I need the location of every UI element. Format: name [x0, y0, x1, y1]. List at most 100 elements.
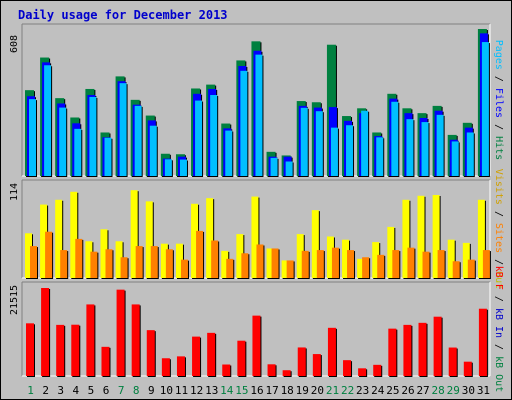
bar-hits-day-6	[104, 137, 112, 176]
bar-hits-day-1	[29, 99, 36, 176]
day-label-25: 25	[386, 384, 399, 397]
bar-visits-day-4	[70, 191, 78, 278]
bar-visits-day-20	[311, 210, 319, 278]
visits-legend-entry: Out	[493, 271, 504, 289]
bar-sites-day-17	[271, 248, 279, 278]
bar-visits-day-22	[342, 239, 350, 278]
hits-max-label: 608	[9, 35, 20, 53]
bar-hits-day-8	[134, 105, 142, 176]
bar-kbf-day-30	[463, 361, 472, 376]
bar-visits-day-18	[281, 260, 289, 278]
bar-kbf-day-17	[267, 364, 276, 376]
hits-legend-separator: /	[493, 70, 504, 88]
day-label-2: 2	[42, 384, 49, 397]
bar-visits-day-19	[296, 234, 304, 278]
bar-kbf-day-25	[388, 328, 397, 376]
day-label-15: 15	[235, 384, 248, 397]
bar-kbf-day-12	[192, 336, 201, 376]
chart-title: Daily usage for December 2013	[18, 8, 228, 22]
hits-legend-separator: /	[493, 118, 504, 136]
visits-legend-entry: Sites	[493, 223, 504, 253]
kbytes-legend-entry: kB In	[493, 308, 504, 338]
bar-kbf-day-8	[131, 304, 140, 376]
bar-sites-day-8	[135, 246, 143, 278]
bar-sites-day-24	[377, 254, 385, 278]
bar-hits-day-14	[225, 130, 233, 176]
bar-kbf-day-18	[282, 370, 291, 376]
day-label-29: 29	[447, 384, 460, 397]
bar-kbf-day-16	[252, 315, 261, 376]
day-label-4: 4	[73, 384, 80, 397]
bar-visits-day-30	[462, 242, 470, 278]
bar-hits-day-20	[315, 111, 323, 176]
visits-legend: Visits / Sites / Out	[493, 169, 504, 289]
day-label-27: 27	[416, 384, 429, 397]
bar-hits-day-19	[300, 107, 308, 176]
day-label-3: 3	[57, 384, 64, 397]
bar-visits-day-2	[40, 204, 48, 278]
bar-sites-day-5	[90, 251, 98, 278]
bar-visits-day-23	[357, 258, 365, 278]
bar-visits-day-6	[100, 229, 108, 278]
kbytes-max-label: 21515	[9, 285, 20, 315]
bar-sites-day-30	[467, 259, 475, 278]
bar-hits-day-21	[330, 127, 338, 176]
bar-sites-day-26	[407, 247, 415, 278]
bar-sites-day-13	[211, 240, 219, 278]
bar-kbf-day-28	[433, 316, 442, 376]
hits-legend-entry: Hits	[493, 136, 504, 160]
bar-sites-day-16	[256, 244, 264, 278]
day-label-1: 1	[27, 384, 34, 397]
bar-visits-day-31	[477, 199, 485, 278]
bar-hits-day-16	[255, 54, 263, 176]
day-label-23: 23	[356, 384, 369, 397]
bar-kbf-day-21	[327, 327, 336, 376]
bar-visits-day-8	[130, 190, 138, 278]
bar-hits-day-31	[481, 42, 489, 176]
bar-visits-day-15	[236, 234, 244, 278]
bar-sites-day-18	[286, 260, 294, 278]
bar-visits-day-1	[25, 233, 32, 278]
bar-hits-day-28	[436, 114, 444, 176]
day-label-8: 8	[133, 384, 140, 397]
day-label-12: 12	[190, 384, 203, 397]
bar-sites-day-10	[165, 249, 173, 278]
kbytes-legend-separator: /	[493, 290, 504, 308]
bar-hits-day-30	[466, 132, 474, 176]
bar-hits-day-26	[406, 119, 414, 176]
bar-hits-day-17	[270, 157, 278, 176]
bar-visits-day-3	[55, 199, 63, 278]
bar-kbf-day-6	[101, 346, 110, 376]
bar-visits-day-12	[191, 203, 199, 278]
day-label-5: 5	[88, 384, 95, 397]
bar-hits-day-23	[361, 110, 369, 176]
day-label-30: 30	[462, 384, 475, 397]
bar-hits-day-25	[391, 101, 399, 176]
day-label-7: 7	[118, 384, 125, 397]
day-label-18: 18	[281, 384, 294, 397]
visits-legend-separator: /	[493, 205, 504, 223]
bar-hits-day-7	[119, 83, 127, 176]
bar-sites-day-3	[60, 250, 68, 278]
bar-hits-day-2	[44, 65, 52, 176]
bar-sites-day-15	[241, 253, 249, 278]
day-label-19: 19	[296, 384, 309, 397]
bar-hits-day-10	[164, 159, 172, 176]
hits-legend: Pages / Files / Hits	[493, 40, 504, 160]
bar-sites-day-6	[105, 249, 113, 278]
bar-sites-day-11	[180, 259, 188, 278]
bar-sites-day-25	[392, 250, 400, 278]
bar-sites-day-28	[437, 250, 445, 278]
bar-visits-day-26	[402, 199, 410, 278]
bar-visits-day-17	[266, 248, 274, 278]
bar-kbf-day-19	[297, 347, 306, 376]
visits-legend-separator: /	[493, 253, 504, 271]
bar-sites-day-2	[45, 231, 53, 278]
bar-kbf-day-7	[116, 289, 125, 376]
bar-kbf-day-23	[358, 368, 367, 376]
bar-sites-day-12	[196, 230, 204, 278]
bar-kbf-day-10	[161, 358, 170, 376]
day-label-13: 13	[205, 384, 218, 397]
day-label-24: 24	[371, 384, 385, 397]
